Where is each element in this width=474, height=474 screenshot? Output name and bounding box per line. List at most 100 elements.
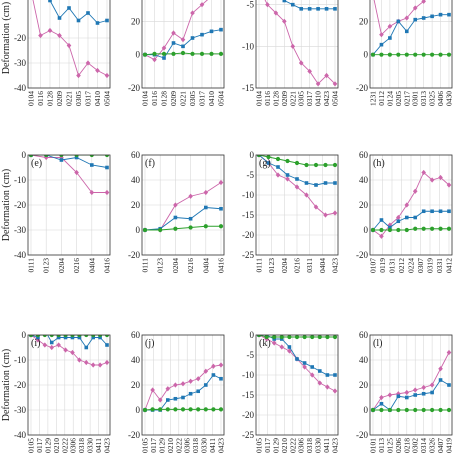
data-point-square — [57, 16, 62, 20]
data-point-square — [404, 29, 409, 34]
x-tick-label: 0305 — [188, 91, 197, 106]
y-axis-label: Deformation (cm) — [1, 169, 12, 241]
data-point-square — [49, 340, 54, 345]
data-point-square — [219, 376, 223, 381]
x-tick-label: 0111 — [255, 258, 264, 273]
data-point-circle — [279, 335, 284, 340]
y-tick-label: -40 — [14, 250, 26, 260]
data-point-circle — [188, 407, 193, 412]
data-point-diamond — [285, 176, 290, 182]
data-point-circle — [438, 226, 443, 231]
panel-label: (j) — [145, 338, 154, 349]
data-point-circle — [203, 224, 208, 229]
y-tick-label: -20 — [14, 380, 26, 390]
data-point-circle — [317, 335, 322, 340]
x-tick-label: 0129 — [43, 438, 52, 453]
data-point-square — [162, 56, 166, 60]
data-point-circle — [171, 51, 176, 56]
data-point-square — [63, 335, 68, 340]
y-tick-label: 20 — [131, 16, 141, 26]
x-tick-label: 0104 — [27, 91, 36, 106]
data-point-square — [196, 389, 200, 394]
data-point-diamond — [56, 342, 61, 348]
x-tick-label: 0107 — [369, 258, 378, 273]
data-point-square — [396, 394, 401, 399]
data-point-square — [76, 18, 81, 23]
data-point-diamond — [404, 15, 410, 21]
x-tick-label: 0330 — [314, 438, 323, 453]
data-point-square — [105, 18, 109, 23]
data-point-circle — [158, 407, 163, 412]
data-point-diamond — [404, 389, 410, 396]
data-point-circle — [310, 335, 315, 340]
data-point-diamond — [313, 204, 319, 210]
data-point-square — [388, 36, 392, 40]
data-point-square — [95, 21, 100, 25]
x-tick-label: 0404 — [201, 258, 210, 273]
series-blue — [48, 0, 109, 25]
data-point-circle — [304, 162, 309, 168]
data-point-square — [276, 165, 280, 169]
x-tick-label: 0222 — [174, 438, 183, 453]
data-point-circle — [56, 335, 61, 338]
x-tick-label: 0330 — [86, 438, 95, 453]
data-point-circle — [77, 335, 82, 338]
x-tick-label: 0410 — [314, 91, 323, 106]
x-tick-label: 0217 — [402, 91, 411, 106]
data-point-circle — [404, 407, 409, 413]
data-point-square — [447, 209, 451, 214]
data-point-diamond — [188, 378, 193, 384]
data-point-square — [282, 0, 287, 3]
x-tick-label: 0317 — [198, 91, 207, 106]
y-tick-label: -20 — [242, 410, 254, 420]
x-tick-label: 0129 — [271, 438, 280, 453]
data-point-square — [295, 357, 299, 361]
x-tick-label: 0111 — [141, 258, 150, 273]
data-point-square — [43, 328, 47, 332]
series-green — [28, 155, 110, 158]
x-tick-label: 0411 — [94, 438, 103, 453]
data-point-square — [413, 17, 418, 22]
x-tick-label: 0504 — [331, 91, 340, 106]
series-line-green — [145, 225, 221, 231]
data-point-diamond — [271, 340, 277, 346]
data-point-square — [190, 36, 195, 40]
data-point-circle — [396, 407, 401, 413]
data-point-circle — [165, 407, 170, 412]
data-point-diamond — [83, 359, 89, 366]
data-point-square — [333, 7, 337, 11]
x-tick-label: 0301 — [411, 91, 420, 106]
data-point-diamond — [332, 210, 338, 216]
series-line-pink — [30, 335, 108, 366]
y-tick-label: -20 — [128, 250, 140, 260]
y-tick-label: -40 — [14, 83, 26, 93]
data-point-square — [204, 383, 208, 387]
y-tick-label: -5 — [247, 170, 255, 180]
x-tick-label: 0423 — [217, 438, 226, 453]
data-point-square — [74, 155, 79, 160]
x-tick-label: 0204 — [171, 258, 180, 273]
data-point-circle — [63, 335, 68, 338]
data-point-diamond — [379, 32, 384, 38]
data-point-square — [396, 219, 401, 224]
x-tick-label: 0123 — [156, 258, 165, 273]
y-tick-label: -20 — [356, 83, 368, 93]
data-point-circle — [446, 407, 452, 413]
series-line-blue — [372, 379, 450, 411]
data-point-diamond — [275, 172, 281, 178]
data-point-diamond — [188, 193, 193, 199]
data-point-diamond — [104, 72, 110, 79]
y-tick-label: -15 — [242, 83, 254, 93]
data-point-diamond — [412, 188, 418, 194]
data-point-square — [299, 7, 304, 11]
data-point-square — [59, 158, 64, 162]
data-point-diamond — [211, 363, 216, 369]
x-tick-label: 0311 — [305, 258, 314, 273]
data-point-circle — [104, 335, 110, 338]
